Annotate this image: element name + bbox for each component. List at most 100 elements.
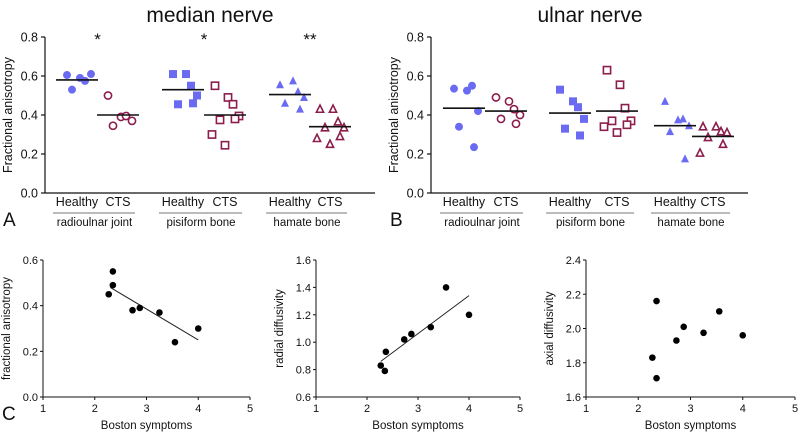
group-label: radioulnar joint — [57, 217, 133, 229]
x-tick-label: 5 — [792, 403, 798, 415]
category-label: Healthy — [443, 195, 486, 209]
y-tick-label: 1.8 — [566, 358, 581, 370]
data-point — [739, 332, 747, 339]
x-axis-label: Boston symptoms — [372, 420, 464, 432]
data-point — [515, 110, 525, 120]
data-point — [496, 114, 506, 124]
data-point — [312, 132, 322, 143]
data-point — [63, 71, 71, 80]
data-point — [335, 130, 345, 141]
y-tick-label: 0.6 — [21, 70, 38, 84]
data-point — [103, 91, 113, 100]
dot-plot-a — [41, 36, 375, 214]
data-point — [87, 70, 95, 79]
data-point — [576, 131, 584, 140]
data-point — [607, 116, 617, 126]
y-tick-label: 0.0 — [407, 187, 424, 201]
data-point — [580, 114, 588, 123]
group-label: hamate bone — [657, 217, 724, 229]
data-point — [289, 76, 297, 85]
category-label: Healthy — [269, 195, 312, 209]
x-tick-label: 5 — [247, 403, 253, 415]
y-tick-label: 0.6 — [296, 392, 311, 404]
group-label: hamate bone — [273, 217, 340, 229]
data-point — [156, 309, 163, 316]
data-point — [504, 96, 514, 106]
y-tick-label: 0.4 — [23, 301, 38, 313]
data-point — [207, 130, 217, 139]
data-point — [653, 374, 660, 382]
y-tick-label: 1.6 — [566, 392, 581, 404]
group-label: pisiform bone — [556, 217, 625, 229]
data-point — [715, 308, 723, 315]
x-tick-label: 2 — [635, 403, 641, 415]
category-label: CTS — [494, 195, 519, 209]
data-point — [300, 92, 308, 101]
data-point — [511, 119, 521, 129]
data-point — [427, 323, 435, 331]
x-axis-label: Boston symptoms — [101, 420, 193, 432]
x-tick-label: 4 — [195, 403, 201, 415]
data-point — [602, 65, 612, 75]
data-point — [716, 125, 726, 136]
y-tick-label: 0.6 — [407, 70, 424, 84]
data-point — [328, 103, 338, 114]
data-point — [296, 104, 304, 113]
category-label: CTS — [213, 195, 238, 209]
data-point — [569, 97, 577, 106]
y-tick-label: 0.2 — [407, 148, 424, 162]
data-point — [695, 147, 705, 157]
y-tick-label: 0.6 — [23, 255, 38, 267]
scatter-plot-1 — [40, 259, 251, 400]
chart-title: median nerve — [146, 4, 273, 27]
data-point — [681, 154, 689, 163]
y-tick-label: 1.0 — [296, 337, 311, 349]
data-point — [718, 138, 728, 149]
data-point — [653, 297, 660, 305]
data-point — [468, 81, 476, 90]
y-tick-label: 2.2 — [566, 289, 581, 301]
data-point — [561, 124, 569, 133]
data-point — [127, 116, 137, 126]
y-axis-label: radial diffusivity — [274, 289, 286, 368]
panel-label: C — [2, 404, 16, 425]
data-point — [622, 120, 632, 130]
data-point — [442, 284, 450, 291]
group-label: radioulnar joint — [444, 217, 520, 229]
y-tick-label: 0.8 — [21, 31, 38, 45]
data-point — [281, 98, 289, 107]
data-point — [169, 70, 177, 79]
y-tick-label: 0.8 — [296, 365, 311, 377]
data-point — [136, 304, 144, 312]
panel-label: A — [3, 210, 16, 231]
data-point — [189, 99, 197, 108]
data-point — [174, 100, 182, 109]
data-point — [465, 311, 473, 319]
data-point — [679, 114, 687, 123]
data-point — [194, 325, 202, 332]
x-axis-label: Boston symptoms — [645, 420, 737, 432]
scatter-plot-2 — [313, 259, 521, 400]
y-axis-label: Fractional anisotropy — [387, 56, 401, 173]
y-tick-label: 1.6 — [296, 255, 311, 267]
panel-label: B — [390, 210, 403, 231]
group-label: pisiform bone — [166, 217, 235, 229]
data-point — [105, 290, 113, 298]
data-point — [215, 115, 225, 125]
x-tick-label: 1 — [313, 403, 319, 415]
y-axis-label: fractional anisotropy — [1, 277, 13, 380]
data-point — [666, 127, 674, 136]
data-point — [474, 107, 482, 116]
data-point — [381, 367, 389, 375]
data-point — [187, 81, 195, 90]
x-tick-label: 1 — [40, 403, 46, 415]
category-label: Healthy — [162, 195, 205, 209]
data-point — [109, 268, 117, 275]
regression-line — [110, 286, 199, 341]
data-point — [556, 85, 564, 94]
data-point — [228, 99, 238, 109]
y-tick-label: 0.2 — [23, 346, 38, 358]
y-axis-label: axial diffusivity — [544, 291, 556, 365]
data-point — [210, 81, 220, 91]
category-label: CTS — [106, 195, 131, 209]
